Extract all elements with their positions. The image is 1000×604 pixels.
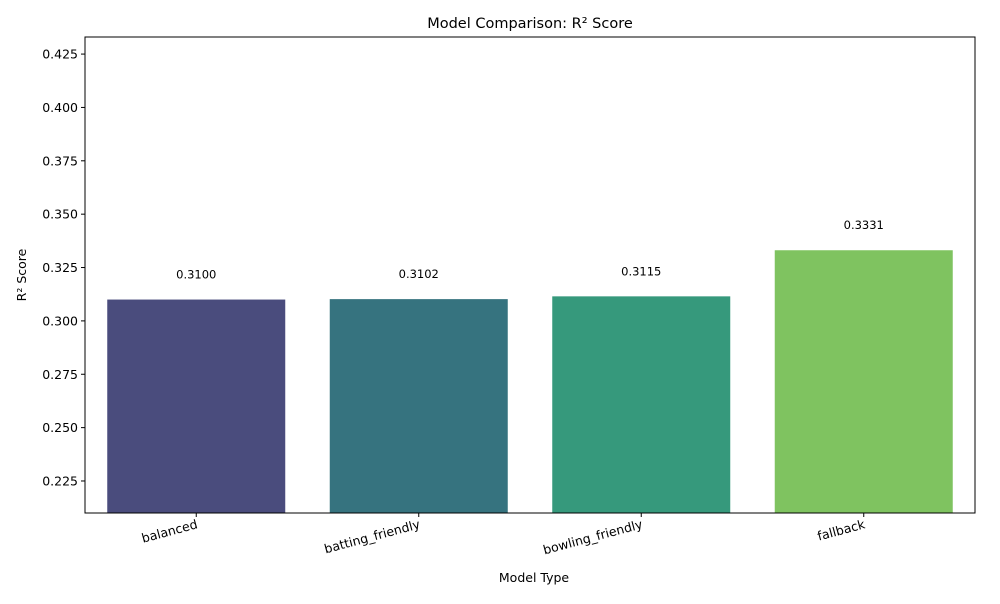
x-tick-label: balanced xyxy=(140,516,199,545)
y-tick-label: 0.300 xyxy=(42,313,78,328)
bar-balanced xyxy=(107,299,286,513)
value-label: 0.3102 xyxy=(399,267,439,281)
value-label: 0.3100 xyxy=(176,268,216,282)
x-tick-label: fallback xyxy=(816,516,868,543)
y-tick-label: 0.275 xyxy=(42,367,78,382)
value-label: 0.3115 xyxy=(621,264,661,278)
y-tick-label: 0.425 xyxy=(42,47,78,62)
value-labels-group: 0.3100 0.3102 0.3115 0.3331 xyxy=(176,218,884,281)
y-tick-label: 0.325 xyxy=(42,260,78,275)
bar-fallback xyxy=(774,250,953,514)
y-tick-label: 0.250 xyxy=(42,420,78,435)
x-axis-label: Model Type xyxy=(499,570,570,585)
value-label: 0.3331 xyxy=(844,218,884,232)
x-tick-label: bowling_friendly xyxy=(541,516,644,557)
y-tick-label: 0.400 xyxy=(42,100,78,115)
y-tick-label: 0.225 xyxy=(42,473,78,488)
bar-bowling-friendly xyxy=(552,296,731,513)
bars-group xyxy=(107,250,953,514)
y-tick-label: 0.375 xyxy=(42,153,78,168)
y-tick-label: 0.350 xyxy=(42,207,78,222)
x-axis: balanced batting_friendly bowling_friendly… xyxy=(140,513,867,557)
bar-batting-friendly xyxy=(329,299,508,513)
y-axis: 0.225 0.250 0.275 0.300 0.325 0.350 0.375 0.400… xyxy=(42,47,85,488)
plot-frame xyxy=(84,36,976,514)
x-tick-label: batting_friendly xyxy=(323,516,423,556)
y-axis-label: R² Score xyxy=(14,248,29,301)
chart-title: Model Comparison: R² Score xyxy=(427,16,633,32)
